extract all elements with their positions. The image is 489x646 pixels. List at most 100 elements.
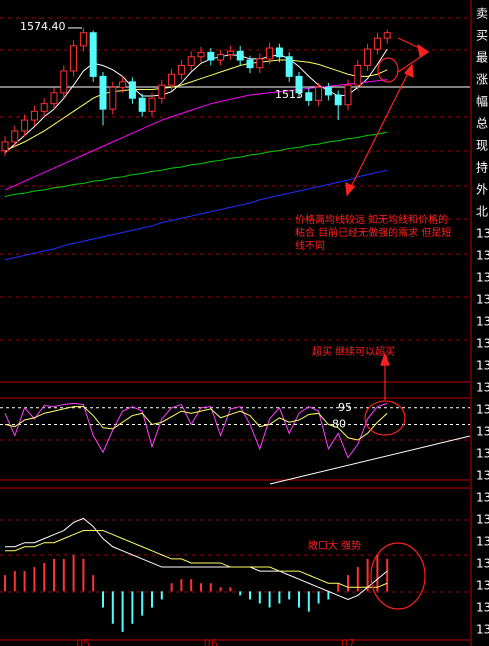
candle-body <box>207 51 215 61</box>
arrow <box>397 51 429 73</box>
candle-body <box>11 130 19 143</box>
macd-bar <box>160 591 163 600</box>
annotation: 线不同 <box>295 239 325 252</box>
line-series <box>5 530 388 588</box>
line-series <box>4 131 388 197</box>
macd-bar <box>13 571 16 592</box>
macd-bar <box>190 579 193 592</box>
macd-bar <box>219 587 222 592</box>
candle-body <box>148 97 156 112</box>
macd-bar <box>209 583 212 592</box>
candle-body <box>334 94 342 106</box>
x-tick-label: 06 <box>204 637 218 646</box>
candle-body <box>354 64 362 86</box>
candle-body <box>99 75 107 110</box>
candle-body <box>305 92 313 101</box>
line-series <box>4 48 388 154</box>
side-item: 13 <box>476 293 489 307</box>
x-tick-label: 07 <box>341 637 355 646</box>
candle-body <box>109 86 117 110</box>
candle-body <box>266 47 274 60</box>
macd-bar <box>170 583 173 592</box>
macd-bar <box>102 591 104 608</box>
side-item: 北 <box>476 205 488 219</box>
circle <box>377 57 399 83</box>
side-item: 13 <box>476 381 489 395</box>
arrow <box>346 64 413 196</box>
side-item: 总 <box>476 117 488 131</box>
line-series <box>4 402 388 459</box>
candle-body <box>256 58 264 69</box>
side-item: 最 <box>476 51 488 65</box>
side-item: 13 <box>476 601 489 615</box>
candle-body <box>177 64 185 75</box>
side-item: 13 <box>476 359 489 373</box>
side-item: 13 <box>476 623 489 637</box>
high-label: 1574.40 <box>20 20 66 33</box>
macd-bar <box>298 591 300 608</box>
macd-bar <box>53 558 55 592</box>
side-item: 13 <box>476 579 489 593</box>
side-item: 13 <box>476 469 489 483</box>
macd-bar <box>376 554 379 592</box>
candle-body <box>295 75 303 94</box>
candle-body <box>383 32 391 39</box>
macd-bar <box>317 591 320 604</box>
side-item: 13 <box>476 227 489 241</box>
candle-body <box>236 50 244 61</box>
side-item: 卖 <box>476 7 488 21</box>
candle-body <box>138 97 146 112</box>
annotation: 粘合 目前已经无做强的需求 但是短 <box>295 226 451 239</box>
candle-body <box>60 70 68 94</box>
macd-bar <box>229 587 232 592</box>
side-item: 13 <box>476 535 489 549</box>
macd-bar <box>23 571 26 592</box>
line-series <box>5 517 388 601</box>
macd-bar <box>43 562 46 592</box>
macd-bar <box>131 591 134 624</box>
macd-bar <box>72 554 75 592</box>
candle-body <box>30 110 38 121</box>
macd-bar <box>249 591 251 600</box>
macd-bar <box>337 583 340 592</box>
candle-body <box>217 54 225 61</box>
candle-body <box>197 51 205 58</box>
candle-body <box>119 81 127 88</box>
macd-bar <box>356 567 359 592</box>
candle-body <box>226 50 234 56</box>
line-series <box>4 79 388 191</box>
macd-bar <box>239 591 242 596</box>
annotation-shapes <box>345 37 430 610</box>
circle <box>370 542 426 610</box>
side-item: 现 <box>476 139 488 153</box>
candle-body <box>275 47 283 58</box>
candle-body <box>285 56 293 77</box>
macd-bar <box>347 575 349 592</box>
annotation: 超买 继续可以超买 <box>312 345 395 358</box>
macd-bar <box>62 558 65 592</box>
macd-bar <box>82 558 85 592</box>
candle-body <box>344 84 352 106</box>
low-label: 1513 <box>275 88 303 101</box>
side-item: 13 <box>476 447 489 461</box>
side-item: 13 <box>476 491 489 505</box>
line-series <box>4 169 388 261</box>
candle-body <box>373 37 381 50</box>
macd-bar <box>33 567 36 592</box>
side-item: 买 <box>476 29 488 43</box>
candle-body <box>40 103 48 112</box>
arrow-head <box>380 352 390 366</box>
macd-bar <box>121 591 124 632</box>
candle-body <box>89 32 97 77</box>
macd-bar <box>180 579 183 592</box>
candle-body <box>128 81 136 99</box>
annotation: 价格离均线较远 如无均线和价格的 <box>295 213 448 226</box>
macd-bar <box>200 583 202 592</box>
candle-body <box>315 86 323 101</box>
arrow-head <box>417 43 430 57</box>
line-series <box>4 406 388 441</box>
trend-line <box>269 435 471 485</box>
